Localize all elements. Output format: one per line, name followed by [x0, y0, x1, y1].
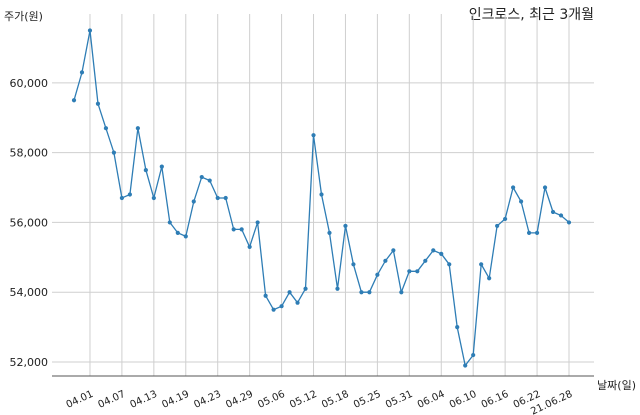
data-point [391, 248, 396, 253]
data-point [335, 286, 340, 291]
data-point [295, 300, 300, 305]
data-point [103, 126, 109, 131]
data-point [255, 220, 260, 225]
data-point [127, 192, 132, 197]
data-point [183, 234, 188, 239]
data-point [487, 276, 492, 281]
data-point [111, 150, 117, 155]
data-point [566, 220, 572, 225]
data-point [455, 325, 460, 330]
x-tick-label: 06.04 [416, 389, 447, 411]
data-point [407, 269, 412, 274]
data-point [223, 195, 228, 201]
data-point [271, 307, 276, 312]
y-tick-label: 54,000 [10, 286, 49, 299]
data-point [343, 223, 348, 229]
x-tick-label: 04.13 [129, 389, 160, 411]
data-point [383, 258, 388, 263]
data-point [191, 199, 196, 204]
x-tick-label: 04.19 [160, 389, 191, 411]
data-point [495, 223, 500, 229]
data-point [550, 209, 556, 215]
data-point [399, 290, 404, 295]
data-point [143, 167, 148, 173]
data-point [151, 195, 156, 201]
x-tick-label: 05.25 [352, 389, 383, 411]
x-axis-label: 날짜(일) [597, 379, 636, 392]
data-point [175, 230, 180, 236]
data-point [95, 101, 101, 106]
data-point [231, 227, 236, 232]
data-point [311, 133, 316, 138]
y-tick-label: 52,000 [10, 356, 49, 369]
data-point [135, 126, 140, 131]
data-point [319, 192, 324, 197]
data-point [431, 248, 436, 253]
data-point [415, 269, 420, 274]
data-point [79, 70, 85, 75]
x-tick-label: 06.10 [448, 389, 479, 411]
y-tick-label: 60,000 [10, 77, 49, 90]
data-point [518, 199, 524, 204]
data-point [447, 262, 452, 267]
data-point [558, 213, 564, 218]
data-point [471, 352, 476, 358]
data-point [159, 164, 164, 169]
x-tick-label: 04.01 [65, 389, 96, 411]
data-point [87, 28, 93, 33]
data-point [367, 290, 372, 295]
x-tick-label: 04.29 [224, 389, 255, 411]
y-tick-label: 58,000 [10, 147, 49, 160]
data-point [71, 98, 77, 103]
y-tick-label: 56,000 [10, 216, 49, 229]
price-series-line [73, 30, 570, 368]
x-tick-label: 05.12 [288, 389, 319, 411]
data-point [439, 251, 444, 256]
x-tick-label: 05.18 [320, 389, 351, 411]
chart-title: 인크로스, 최근 3개월 [468, 7, 594, 23]
data-point [263, 293, 268, 298]
data-point [199, 174, 204, 180]
data-point [534, 230, 540, 236]
data-point [167, 220, 172, 225]
data-point [239, 227, 244, 232]
data-point [359, 290, 364, 295]
data-point [287, 290, 292, 295]
data-point [542, 185, 548, 190]
data-point [119, 195, 125, 201]
x-tick-label: 04.07 [97, 389, 128, 411]
data-point [207, 178, 212, 183]
data-point [327, 230, 332, 236]
data-point [375, 272, 380, 277]
data-point [463, 363, 468, 368]
data-point [279, 304, 284, 309]
data-point [247, 244, 252, 249]
y-axis-label: 주가(원) [4, 10, 43, 23]
x-tick-label: 05.06 [256, 389, 287, 411]
data-point [526, 230, 532, 236]
data-point [351, 262, 356, 267]
data-point [423, 258, 428, 263]
data-point [511, 185, 516, 190]
x-tick-label: 04.23 [192, 389, 223, 411]
x-tick-label: 05.31 [384, 389, 415, 411]
data-point [503, 216, 508, 222]
data-point [479, 262, 484, 267]
data-point [303, 286, 308, 291]
data-point [215, 195, 220, 201]
x-tick-label: 06.16 [480, 389, 511, 411]
